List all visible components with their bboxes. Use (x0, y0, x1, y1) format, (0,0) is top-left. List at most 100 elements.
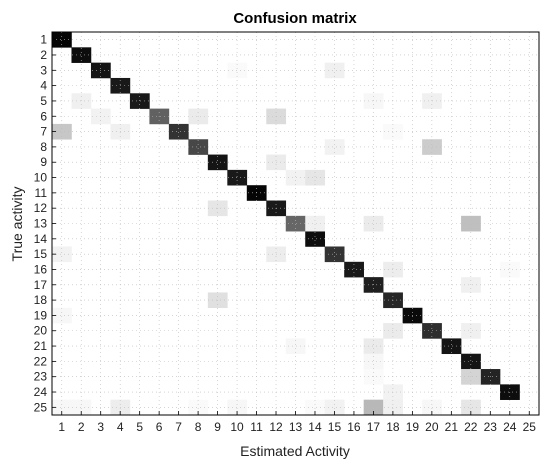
heatmap-cell (52, 399, 72, 416)
y-axis-label: True activity (9, 187, 25, 262)
y-tick-label: 4 (40, 79, 47, 93)
heatmap-cell (461, 215, 481, 232)
x-tick-label: 11 (250, 420, 263, 434)
heatmap-cell (207, 154, 228, 171)
heatmap-cell (461, 323, 481, 339)
x-tick-labels: 1 2 3 4 5 6 7 8 9 10 11 12 13 14 15 16 17 18 19 20 21 22 23 24 2… (58, 411, 536, 434)
x-tick-label: 14 (308, 420, 322, 434)
y-tick-label: 8 (40, 140, 47, 154)
x-tick-label: 5 (136, 420, 143, 434)
heatmap-cell (324, 399, 345, 416)
heatmap-cell (52, 32, 72, 48)
y-tick-label: 10 (34, 171, 48, 185)
heatmap-cell (71, 399, 92, 416)
y-tick-label: 3 (40, 63, 47, 77)
heatmap-cell (305, 169, 326, 186)
heatmap-cell (363, 93, 384, 109)
x-tick-label: 7 (175, 420, 182, 434)
x-tick-label: 19 (406, 420, 420, 434)
heatmap-cell (285, 169, 306, 186)
y-tick-label: 15 (34, 247, 48, 261)
y-tick-label: 9 (40, 155, 47, 169)
x-tick-label: 24 (503, 420, 517, 434)
heatmap-cell (52, 123, 72, 140)
heatmap-cell (461, 353, 481, 370)
y-tick-label: 19 (34, 308, 48, 322)
heatmap-cell (227, 169, 248, 186)
y-tick-label: 18 (34, 293, 48, 307)
x-tick-label: 2 (78, 420, 85, 434)
y-tick-label: 24 (34, 385, 48, 399)
heatmap-cell (363, 215, 384, 232)
heatmap-cell (441, 338, 462, 355)
y-tick-label: 25 (34, 400, 48, 414)
heatmap-cell (52, 246, 72, 263)
heatmap-cell (305, 215, 326, 232)
heatmap-cell (188, 399, 209, 416)
heatmap-cell (285, 338, 306, 355)
x-tick-label: 4 (117, 420, 124, 434)
heatmap-cell (168, 123, 189, 140)
x-tick-label: 17 (367, 420, 381, 434)
chart-title: Confusion matrix (233, 10, 357, 27)
heatmap-cell (324, 139, 345, 155)
heatmap-cell (129, 93, 150, 109)
heatmap-cell (227, 62, 248, 79)
x-tick-label: 15 (328, 420, 342, 434)
y-tick-label: 5 (40, 94, 47, 108)
heatmap-cell (285, 215, 306, 232)
y-tick-label: 14 (34, 232, 48, 246)
y-tick-label: 20 (34, 324, 48, 338)
y-tick-label: 23 (34, 370, 48, 384)
x-tick-label: 18 (386, 420, 400, 434)
x-tick-label: 1 (58, 420, 65, 434)
heatmap-cell (461, 399, 481, 416)
y-tick-label: 21 (34, 339, 48, 353)
y-tick-labels: 1234567891011121314151617181920212223242… (34, 33, 56, 414)
heatmap-cell (383, 323, 403, 339)
heatmap-cell (363, 399, 384, 416)
y-tick-label: 6 (40, 109, 47, 123)
x-tick-label: 3 (97, 420, 104, 434)
heatmap-cell (188, 139, 209, 155)
heatmap-cell (324, 246, 345, 263)
heatmap-cell (344, 261, 364, 278)
x-tick-label: 22 (464, 420, 478, 434)
y-tick-label: 11 (35, 186, 48, 200)
x-tick-label: 16 (347, 420, 361, 434)
x-tick-label: 8 (195, 420, 202, 434)
y-tick-label: 22 (34, 354, 48, 368)
heatmap-cell (500, 261, 520, 278)
heatmap-cell (383, 399, 403, 416)
x-tick-label: 25 (523, 420, 537, 434)
y-tick-label: 7 (40, 125, 47, 139)
x-tick-label: 9 (214, 420, 221, 434)
heatmap-cell (363, 338, 384, 355)
heatmap-cell (71, 47, 92, 63)
y-tick-label: 13 (34, 217, 48, 231)
heatmap-cell (324, 62, 345, 79)
heatmap-cell (383, 123, 403, 140)
y-tick-label: 1 (40, 33, 47, 47)
heatmap-cell (71, 93, 92, 109)
heatmap-cell (52, 307, 72, 324)
x-tick-label: 10 (230, 420, 244, 434)
y-tick-label: 17 (34, 278, 48, 292)
y-tick-label: 2 (40, 48, 47, 62)
y-tick-label: 16 (34, 262, 48, 276)
heatmap-cell (227, 399, 248, 416)
heatmap-cell (363, 353, 384, 370)
heatmap-cell (305, 399, 326, 416)
y-tick-label: 12 (34, 201, 48, 215)
x-tick-label: 13 (289, 420, 303, 434)
x-tick-label: 6 (156, 420, 163, 434)
heatmap-cell (383, 261, 403, 278)
x-tick-label: 12 (269, 420, 283, 434)
x-tick-label: 20 (425, 420, 439, 434)
x-tick-label: 23 (484, 420, 498, 434)
x-tick-label: 21 (445, 420, 459, 434)
x-axis-label: Estimated Activity (240, 443, 350, 459)
heatmap-cell (305, 231, 326, 247)
